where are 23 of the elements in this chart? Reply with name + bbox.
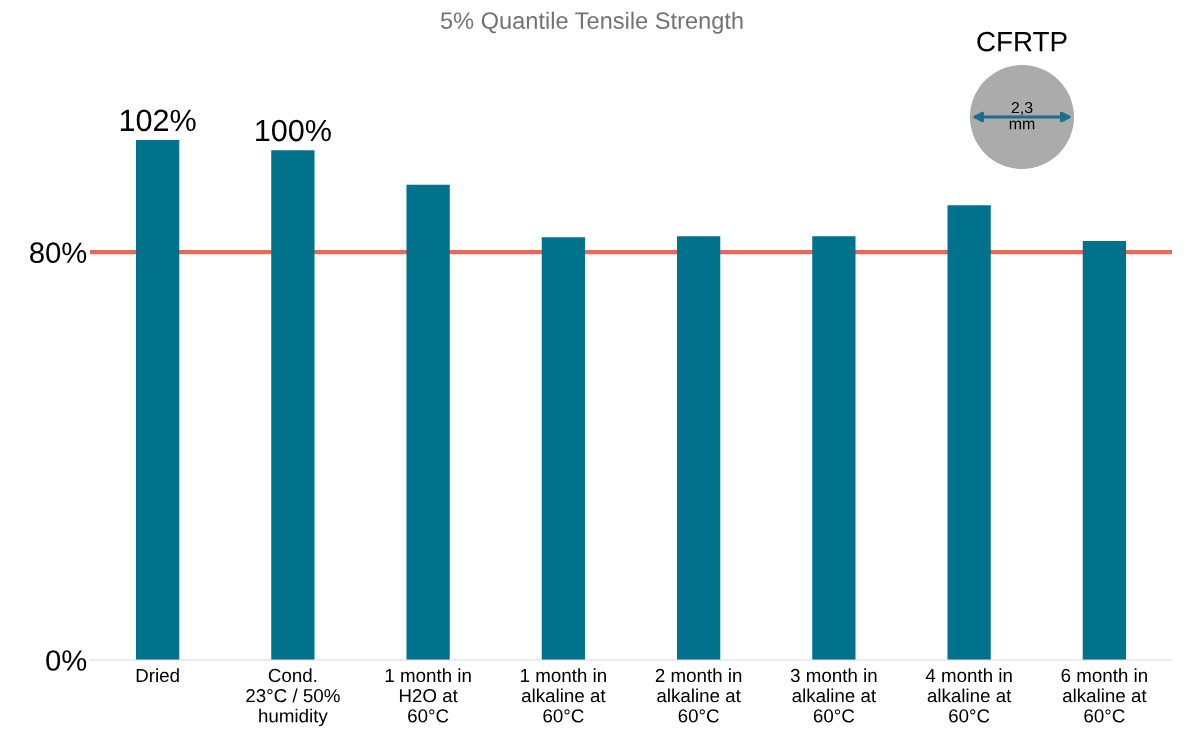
bar [271,150,315,660]
bar [947,205,991,660]
chart-title: 5% Quantile Tensile Strength [440,11,743,34]
x-tick-label: Cond. 23°C / 50% humidity [246,668,340,727]
text: 2,3 mm [1009,101,1035,130]
bar [812,236,856,660]
x-tick-label: 6 month in alkaline at 60°C [1061,668,1147,723]
data-label: 100% [256,119,331,142]
bar [541,237,586,660]
data-label: 102% [120,109,196,132]
bar [676,236,721,660]
x-tick-label: 1 month in alkaline at 60°C [521,668,606,723]
x-tick-label: Dried [136,668,179,683]
bar [135,140,180,660]
bar [406,184,450,660]
x-tick-label: 3 month in alkaline at 60°C [790,668,877,723]
y-tick-label: 80% [30,242,87,264]
text: CFRTP [977,31,1067,52]
x-tick-label: 2 month in alkaline at 60°C [655,668,742,723]
bar [1082,240,1127,660]
x-tick-label: 1 month in H2O at 60°C [385,668,471,723]
y-tick-label: 0% [46,650,87,671]
x-tick-label: 4 month in alkaline at 60°C [925,668,1012,723]
